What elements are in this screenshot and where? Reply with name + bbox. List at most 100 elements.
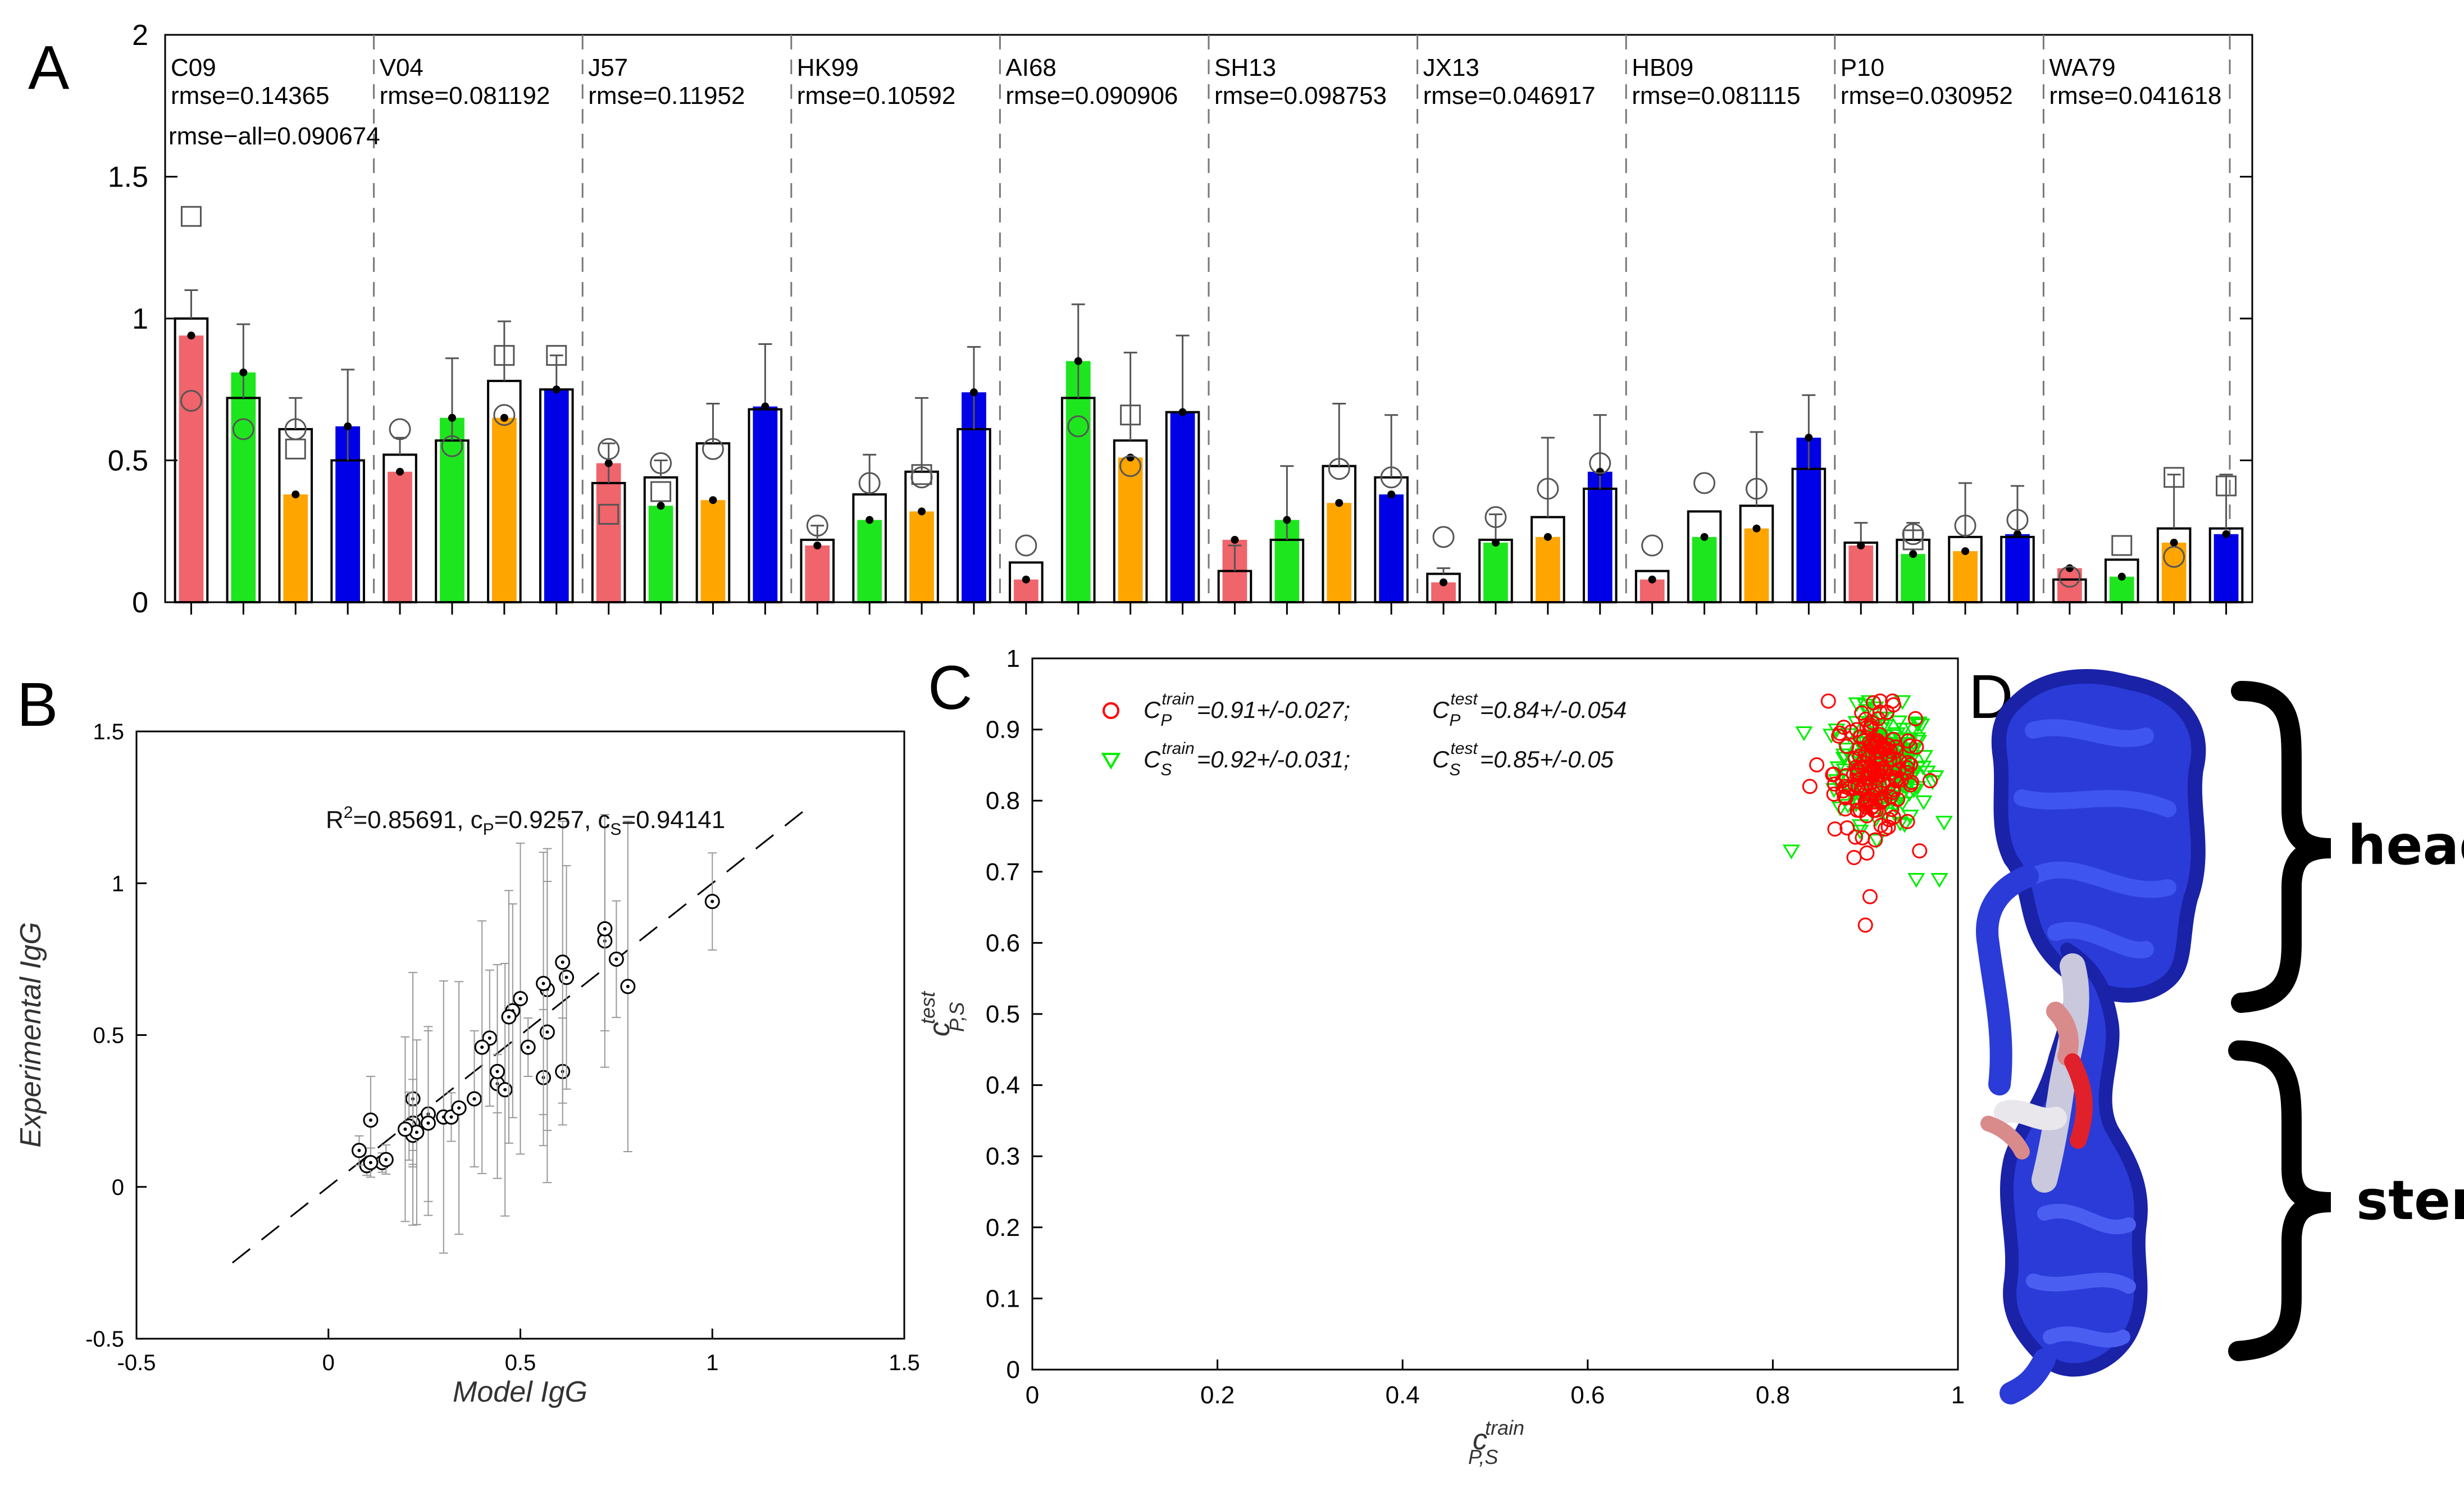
experimental-dot	[1909, 550, 1918, 558]
pearson-point	[1873, 761, 1889, 777]
experimental-dot	[1074, 357, 1082, 365]
pearson-point	[1907, 711, 1923, 726]
left-helix	[1976, 865, 2039, 1095]
replicate-circle	[1954, 515, 1976, 537]
spearman-point	[1822, 729, 1841, 744]
replicate-circle	[806, 515, 828, 537]
pearson-point	[1851, 778, 1866, 794]
pearson-point	[1857, 917, 1873, 933]
replicate-circle	[650, 452, 672, 475]
pearson-point	[1912, 843, 1928, 859]
data-point-center	[603, 927, 607, 931]
experimental-dot	[1596, 467, 1604, 476]
experimental-bar	[2109, 576, 2134, 602]
strain-rmse: rmse=0.10592	[797, 82, 956, 110]
panel-c-legend: CPtrain=0.91+/-0.027; CPtest=0.84+/-0.05…	[1101, 690, 1627, 779]
data-point-center	[541, 981, 545, 985]
spearman-point	[1907, 872, 1925, 888]
experimental-dot	[1805, 434, 1813, 442]
data-point-center	[507, 1015, 511, 1019]
panel-b-y-label: Experimental IgG	[15, 922, 47, 1148]
panel-d: D head stem	[1969, 662, 2464, 1404]
experimental-dot	[761, 402, 769, 411]
pearson-point	[1802, 779, 1818, 794]
y-tick-label: 0.4	[986, 1072, 1020, 1099]
strain-name: C09	[171, 54, 216, 81]
x-tick-label: 0.4	[1386, 1381, 1420, 1409]
experimental-dot	[1543, 533, 1552, 541]
replicate-circle	[1745, 478, 1768, 500]
white-region	[1994, 1100, 2067, 1130]
y-tick-label: 0.2	[986, 1214, 1020, 1242]
replicate-square	[1120, 404, 1141, 426]
experimental-dot	[2170, 538, 2178, 547]
pearson-point	[1862, 889, 1878, 904]
data-point-center	[495, 1070, 499, 1074]
strain-name: SH13	[1214, 54, 1276, 81]
experimental-dot	[1387, 490, 1396, 499]
experimental-dot	[1126, 453, 1135, 462]
strain-rmse: rmse=0.11952	[588, 82, 745, 110]
replicate-circle	[702, 438, 724, 460]
spearman-point	[1926, 770, 1944, 785]
model-bar	[1687, 510, 1722, 604]
y-tick-label: 2	[132, 19, 148, 52]
pearson-point	[1891, 762, 1907, 777]
panel-c-axes: 0 0.2 0.4 0.6 0.8 1 0 0.1 0.2 0.3 0.4 0.5 0.6 0.7 0.8 0…	[986, 645, 1965, 1409]
strain-name: AI68	[1005, 54, 1056, 81]
experimental-dot	[1857, 542, 1865, 549]
pearson-point	[1846, 849, 1862, 865]
data-point-center	[384, 1158, 388, 1162]
panel-b-letter: B	[17, 670, 58, 739]
pearson-point	[1854, 705, 1870, 721]
spearman-point	[1868, 834, 1886, 849]
experimental-dot	[1961, 547, 1970, 556]
pearson-point	[1885, 810, 1901, 825]
spearman-point	[1905, 783, 1923, 799]
replicate-square	[2216, 475, 2237, 497]
pearson-point	[1862, 765, 1878, 781]
pink-region-2	[1980, 1116, 2030, 1159]
experimental-dot	[500, 413, 508, 422]
pearson-point	[1843, 724, 1859, 740]
panel-b: B -0.5 0 0.5 1 1.5 -0.5 0 0.5 1 1.5 R2=0.85691, c…	[15, 670, 920, 1408]
replicate-circle	[1693, 472, 1716, 494]
experimental-dot	[1648, 575, 1656, 584]
data-point-center	[526, 1045, 530, 1049]
replicate-circle	[232, 418, 254, 440]
panel-c-letter: C	[928, 653, 972, 722]
strain-rmse: rmse=0.098753	[1214, 82, 1387, 110]
y-tick-label: 1	[1006, 645, 1020, 672]
replicate-circle	[2163, 545, 2185, 568]
experimental-dot	[1022, 575, 1030, 584]
experimental-dot	[1231, 535, 1239, 544]
experimental-bar	[1535, 536, 1560, 602]
pearson-point	[1837, 789, 1852, 804]
legend-pearson-train: CPtrain=0.91+/-0.027;	[1144, 690, 1350, 730]
data-point-center	[545, 1030, 549, 1034]
experimental-dot	[448, 413, 456, 422]
replicate-circle	[389, 418, 411, 440]
legend-circle-marker	[1103, 702, 1119, 719]
replicate-square	[1902, 529, 1924, 551]
pearson-point	[1885, 784, 1901, 800]
data-point-center	[472, 1097, 476, 1101]
replicate-square	[650, 481, 672, 502]
pearson-point	[1835, 783, 1851, 799]
replicate-circle	[1380, 466, 1402, 489]
experimental-dot	[396, 467, 404, 476]
pearson-point	[1904, 775, 1920, 790]
y-tick-label: 0.6	[986, 929, 1020, 957]
experimental-bar	[440, 417, 464, 602]
replicate-square	[285, 438, 306, 460]
pearson-point	[1859, 720, 1875, 735]
pearson-point	[1837, 801, 1853, 817]
y-tick-label: 0.8	[986, 787, 1020, 815]
experimental-bar	[1587, 471, 1613, 602]
tail	[2000, 1348, 2056, 1404]
data-point-center	[480, 1045, 484, 1049]
panel-c-x-label: ctrain P,S	[1468, 1416, 1524, 1468]
data-point-center	[561, 960, 564, 964]
spearman-point	[1782, 844, 1800, 860]
model-bar	[2104, 558, 2139, 603]
